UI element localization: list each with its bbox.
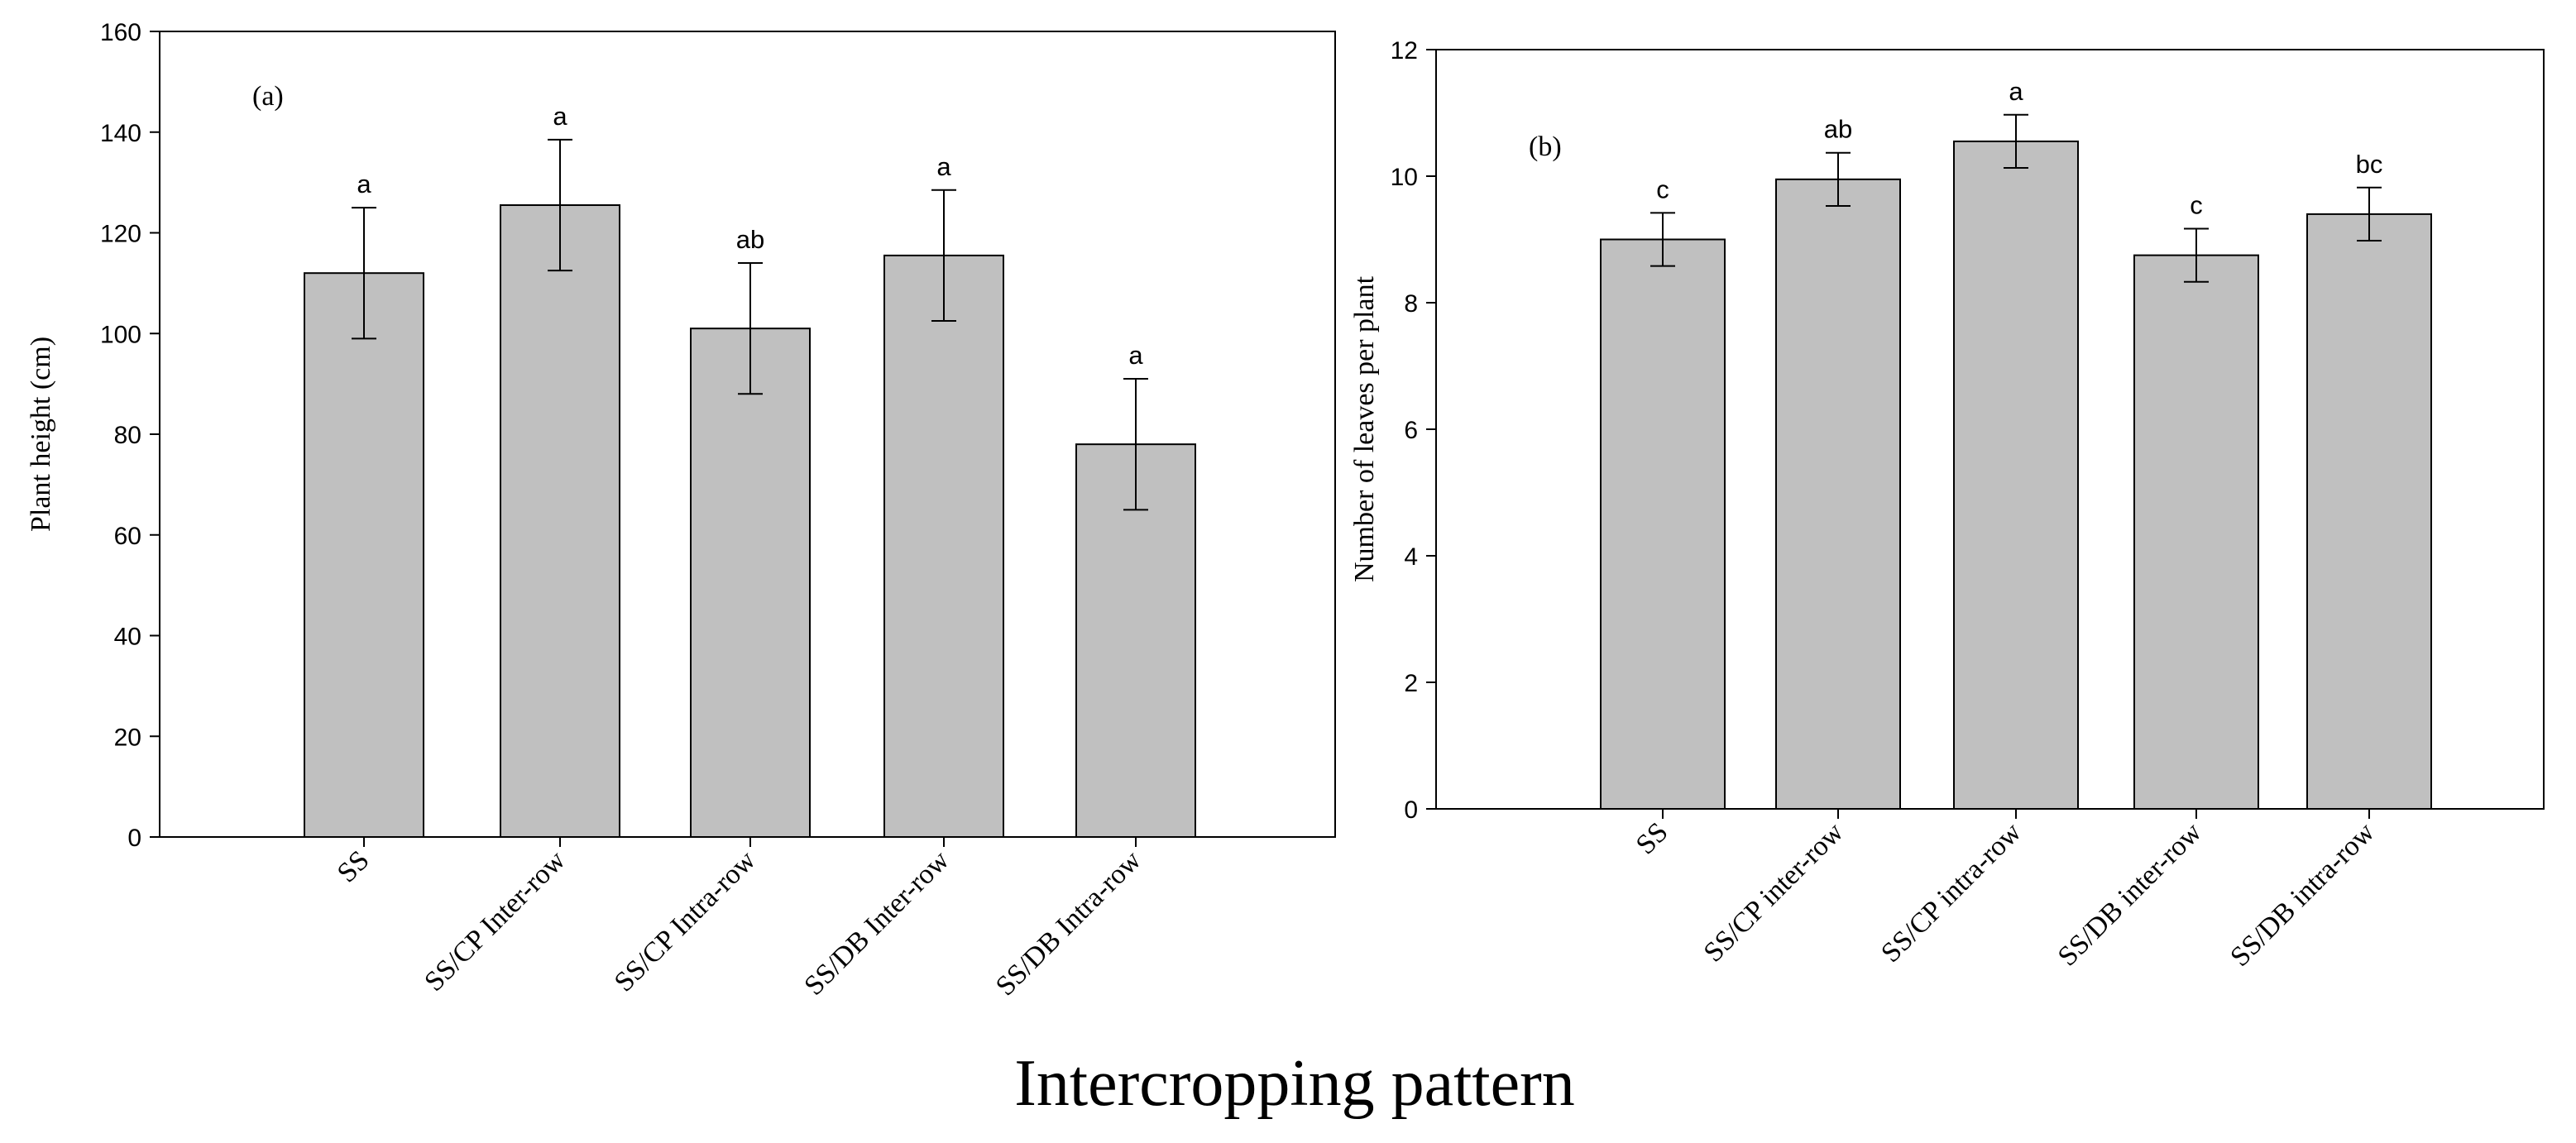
y-tick-label: 20	[114, 724, 141, 751]
significance-letter: c	[2190, 190, 2203, 219]
panel-a-plant-height: 0 20 40 60 80 100 120 140 160 Plant height (cm) (a…	[26, 19, 1336, 1002]
y-tick-label: 60	[114, 523, 141, 550]
x-tick-label: SS/CP Inter-row	[419, 844, 572, 997]
bar	[1600, 238, 1726, 810]
x-tick-label: SS/DB intra-row	[2224, 816, 2381, 973]
bar	[500, 204, 620, 839]
significance-letter: bc	[2356, 150, 2383, 179]
x-tick-label: SS/DB Intra-row	[990, 844, 1147, 1002]
significance-letter: a	[553, 102, 567, 131]
y-tick-label: 160	[100, 19, 141, 46]
y-tick-label: 140	[100, 120, 141, 147]
y-axis-label: Number of leaves per plant	[1349, 275, 1380, 582]
y-tick-label: 6	[1404, 417, 1418, 444]
y-tick-label: 8	[1404, 290, 1418, 318]
x-tick-label: SS/DB Inter-row	[798, 844, 955, 1002]
y-tick-label: 2	[1404, 670, 1418, 697]
y-axis-label: Plant height (cm)	[26, 337, 56, 532]
x-tick-label: SS/DB inter-row	[2052, 816, 2208, 972]
significance-letter: a	[357, 170, 371, 198]
significance-letter: ab	[736, 225, 764, 254]
bar	[2133, 254, 2259, 810]
y-tick-label: 12	[1391, 37, 1418, 65]
bar	[2306, 213, 2432, 810]
y-tick-label: 0	[127, 825, 141, 852]
y-tick-label: 100	[100, 321, 141, 348]
panel-label: (b)	[1529, 132, 1562, 162]
significance-letter: a	[1128, 341, 1143, 370]
x-tick-label: SS	[1630, 816, 1674, 860]
x-tick-label: SS/CP intra-row	[1875, 816, 2028, 968]
significance-letter: c	[1656, 175, 1669, 203]
x-tick-label: SS/CP Intra-row	[609, 844, 762, 997]
significance-letter: a	[2009, 77, 2023, 106]
y-tick-label: 120	[100, 221, 141, 248]
x-tick-label: SS	[332, 844, 376, 888]
bar	[1775, 178, 1901, 810]
y-tick-label: 10	[1391, 164, 1418, 191]
panel-label: (a)	[252, 81, 284, 112]
bar	[883, 254, 1004, 838]
bar	[1953, 140, 2079, 811]
significance-letter: ab	[1824, 115, 1852, 144]
y-tick-label: 80	[114, 422, 141, 449]
panel-b-leaves-per-plant: 0 2 4 6 8 10 12 Number of leaves per plant (b) c S…	[1349, 37, 2545, 973]
y-tick-label: 0	[1404, 796, 1418, 824]
y-tick-label: 40	[114, 624, 141, 651]
common-x-axis-label: Intercropping pattern	[1014, 1047, 1575, 1120]
bar	[690, 328, 811, 839]
y-tick-label: 4	[1404, 543, 1418, 571]
x-tick-label: SS/CP inter-row	[1698, 816, 1850, 968]
bar	[304, 272, 424, 838]
significance-letter: a	[936, 152, 951, 181]
